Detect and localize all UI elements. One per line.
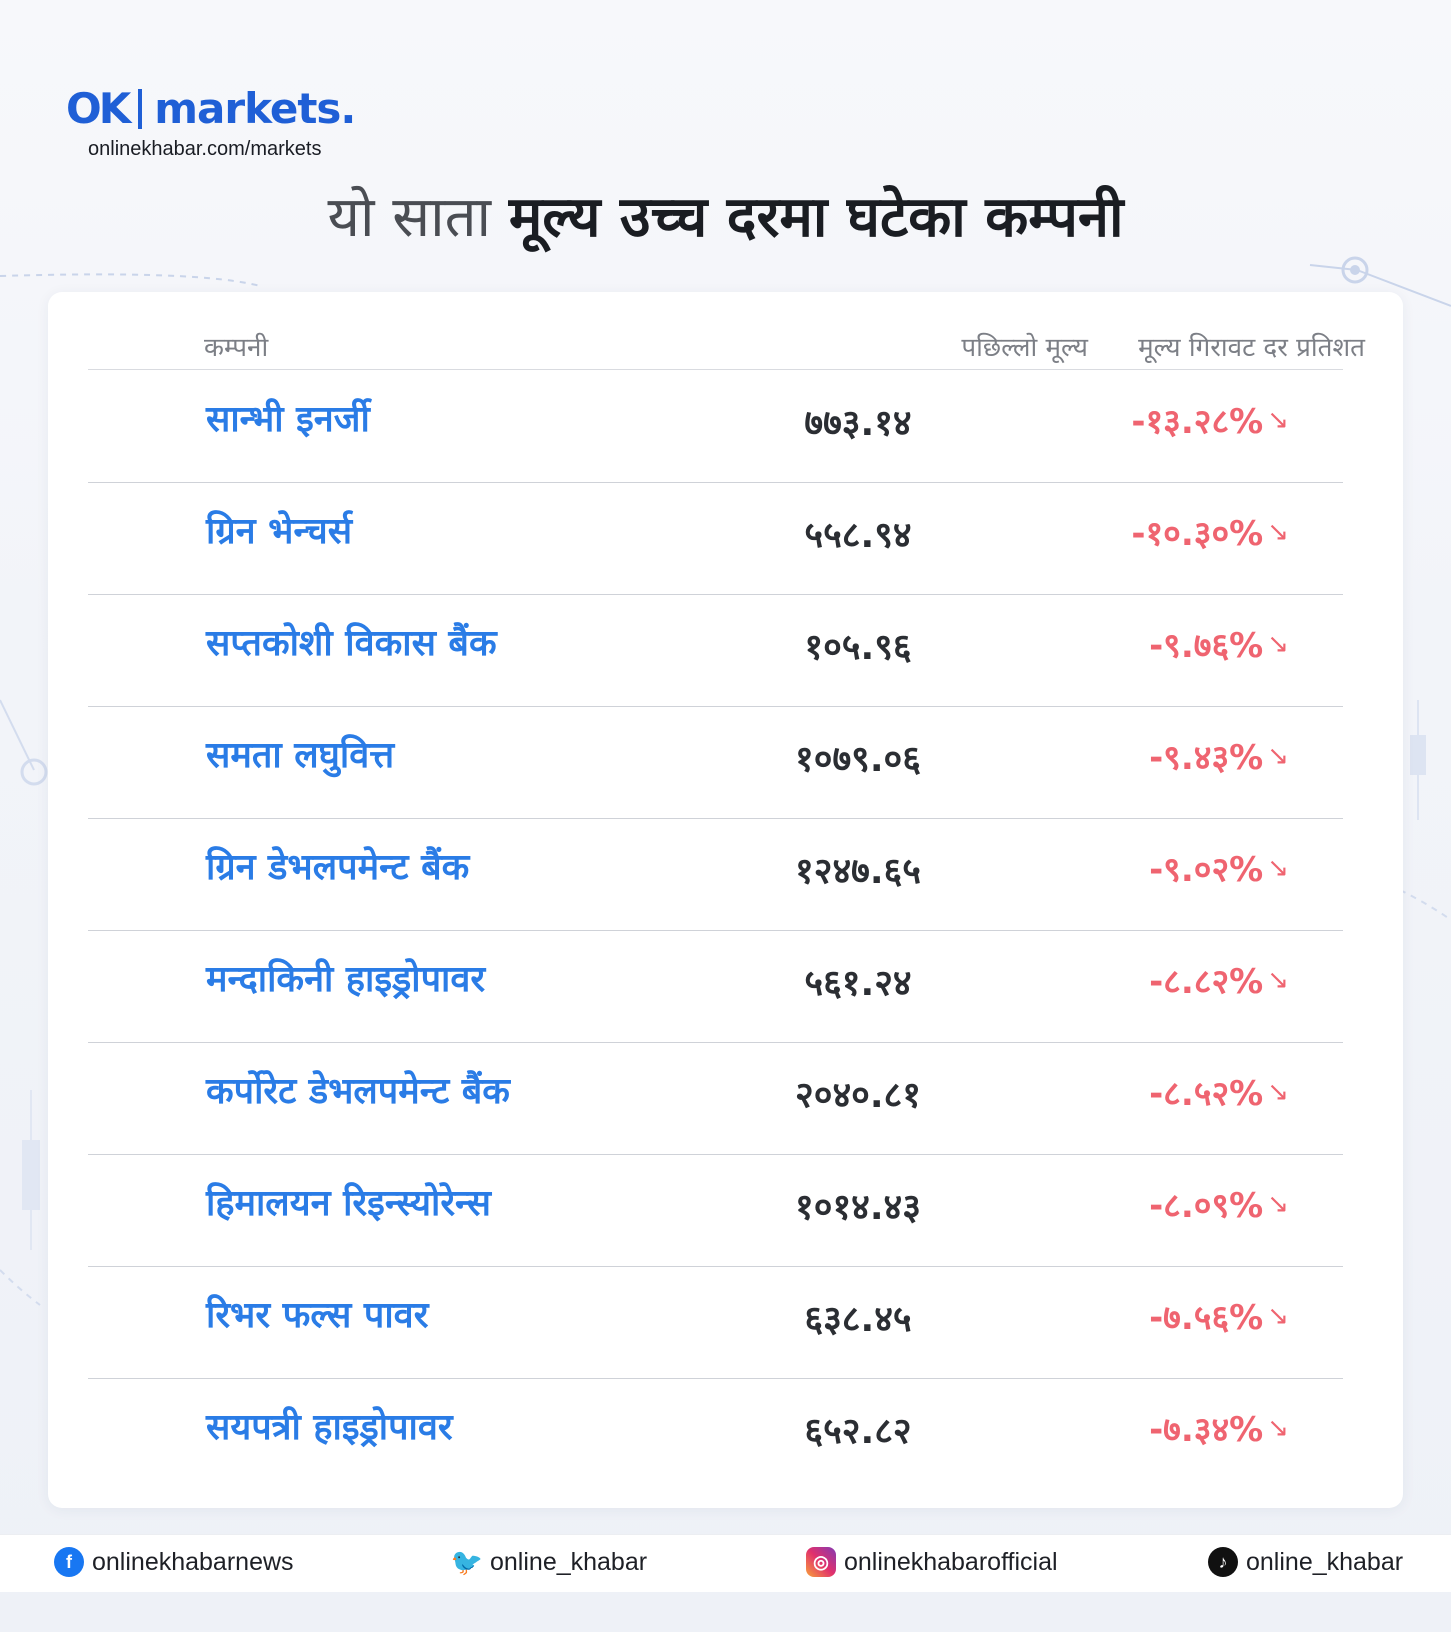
price-change-value: -८.५२% xyxy=(1149,1074,1264,1114)
last-price: १२४७.६५ xyxy=(795,851,921,892)
last-price: ६३८.४५ xyxy=(804,1299,912,1340)
table-row: हिमालयन रिइन्स्योरेन्स १०१४.४३ -८.०९% ↘ xyxy=(88,1155,1343,1267)
price-change-value: -९.७६% xyxy=(1149,626,1264,666)
ok-logo: OK xyxy=(66,84,131,133)
price-change-value: -१३.२८% xyxy=(1131,402,1264,442)
last-price: १०५.९६ xyxy=(804,627,912,668)
price-change-value: -७.३४% xyxy=(1149,1410,1264,1450)
last-price: ५६१.२४ xyxy=(804,963,912,1004)
brand-logo: OK markets. onlinekhabar.com/markets xyxy=(66,84,356,161)
price-change-value: -१०.३०% xyxy=(1131,514,1264,554)
last-price: २०४०.८१ xyxy=(795,1075,921,1116)
company-name: समता लघुवित्त xyxy=(206,735,395,776)
price-change-value: -९.०२% xyxy=(1149,850,1264,890)
price-change: -९.०२% ↘ xyxy=(1149,845,1289,891)
header-last-price: पछिल्लो मूल्य xyxy=(961,333,1088,363)
logo-divider xyxy=(138,89,143,129)
last-price: ६५२.८२ xyxy=(804,1411,912,1452)
company-name: सप्तकोशी विकास बैंक xyxy=(206,623,497,664)
table-row: रिभर फल्स पावर ६३८.४५ -७.५६% ↘ xyxy=(88,1267,1343,1379)
company-name: सयपत्री हाइड्रोपावर xyxy=(206,1407,453,1448)
facebook-icon: f xyxy=(54,1547,84,1577)
price-change: -८.८२% ↘ xyxy=(1149,957,1289,1003)
company-name: मन्दाकिनी हाइड्रोपावर xyxy=(206,959,486,1000)
price-change-value: -८.८२% xyxy=(1149,962,1264,1002)
last-price: १०१४.४३ xyxy=(795,1187,921,1228)
price-change: -१३.२८% ↘ xyxy=(1131,397,1289,443)
table-row: कर्पोरेट डेभलपमेन्ट बैंक २०४०.८१ -८.५२% ↘ xyxy=(88,1043,1343,1155)
table-header: कम्पनी पछिल्लो मूल्य मूल्य गिरावट दर प्र… xyxy=(88,322,1365,370)
ranking-table: कम्पनी पछिल्लो मूल्य मूल्य गिरावट दर प्र… xyxy=(48,292,1403,1508)
arrow-down-right-icon: ↘ xyxy=(1267,629,1289,659)
price-change: -१०.३०% ↘ xyxy=(1131,509,1289,555)
table-row: सान्भी इनर्जी ७७३.१४ -१३.२८% ↘ xyxy=(88,371,1343,483)
instagram-link[interactable]: ◎ onlinekhabarofficial xyxy=(806,1547,1058,1577)
price-change: -७.५६% ↘ xyxy=(1149,1293,1289,1339)
company-name: रिभर फल्स पावर xyxy=(206,1295,429,1336)
twitter-handle: online_khabar xyxy=(490,1547,648,1576)
table-row: ग्रिन डेभलपमेन्ट बैंक १२४७.६५ -९.०२% ↘ xyxy=(88,819,1343,931)
arrow-down-right-icon: ↘ xyxy=(1267,1301,1289,1331)
price-change-value: -७.५६% xyxy=(1149,1298,1264,1338)
price-change: -९.७६% ↘ xyxy=(1149,621,1289,667)
arrow-down-right-icon: ↘ xyxy=(1267,1189,1289,1219)
price-change: -८.५२% ↘ xyxy=(1149,1069,1289,1115)
table-row: समता लघुवित्त १०७९.०६ -९.४३% ↘ xyxy=(88,707,1343,819)
arrow-down-right-icon: ↘ xyxy=(1267,405,1289,435)
tiktok-handle: online_khabar xyxy=(1246,1547,1404,1576)
facebook-handle: onlinekhabarnews xyxy=(92,1547,294,1576)
markets-logo: markets. xyxy=(154,84,356,133)
facebook-link[interactable]: f onlinekhabarnews xyxy=(54,1547,294,1577)
social-footer: f onlinekhabarnews 🐦 online_khabar ◎ onl… xyxy=(0,1534,1451,1592)
header-company: कम्पनी xyxy=(204,333,269,363)
arrow-down-right-icon: ↘ xyxy=(1267,517,1289,547)
page-title-light: यो साता xyxy=(327,185,509,250)
tiktok-icon: ♪ xyxy=(1208,1547,1238,1577)
tiktok-link[interactable]: ♪ online_khabar xyxy=(1208,1547,1403,1577)
price-change-value: -९.४३% xyxy=(1149,738,1264,778)
table-row: सयपत्री हाइड्रोपावर ६५२.८२ -७.३४% ↘ xyxy=(88,1379,1343,1491)
arrow-down-right-icon: ↘ xyxy=(1267,1413,1289,1443)
last-price: १०७९.०६ xyxy=(795,739,921,780)
arrow-down-right-icon: ↘ xyxy=(1267,1077,1289,1107)
company-name: ग्रिन भेन्चर्स xyxy=(206,511,353,552)
arrow-down-right-icon: ↘ xyxy=(1267,853,1289,883)
last-price: ५५८.९४ xyxy=(804,515,912,556)
company-name: सान्भी इनर्जी xyxy=(206,399,370,440)
company-name: कर्पोरेट डेभलपमेन्ट बैंक xyxy=(206,1071,510,1112)
header-drop-percent: मूल्य गिरावट दर प्रतिशत xyxy=(1138,333,1365,363)
instagram-handle: onlinekhabarofficial xyxy=(844,1547,1058,1576)
arrow-down-right-icon: ↘ xyxy=(1267,741,1289,771)
price-change: -९.४३% ↘ xyxy=(1149,733,1289,779)
company-name: हिमालयन रिइन्स्योरेन्स xyxy=(206,1183,491,1224)
arrow-down-right-icon: ↘ xyxy=(1267,965,1289,995)
page-title-bold: मूल्य उच्च दरमा घटेका कम्पनी xyxy=(508,185,1124,250)
page-title: यो साता मूल्य उच्च दरमा घटेका कम्पनी xyxy=(0,180,1451,256)
company-name: ग्रिन डेभलपमेन्ट बैंक xyxy=(206,847,470,888)
table-row: ग्रिन भेन्चर्स ५५८.९४ -१०.३०% ↘ xyxy=(88,483,1343,595)
twitter-icon: 🐦 xyxy=(450,1546,484,1577)
price-change: -८.०९% ↘ xyxy=(1149,1181,1289,1227)
table-row: सप्तकोशी विकास बैंक १०५.९६ -९.७६% ↘ xyxy=(88,595,1343,707)
price-change: -७.३४% ↘ xyxy=(1149,1405,1289,1451)
instagram-icon: ◎ xyxy=(806,1547,836,1577)
table-row: मन्दाकिनी हाइड्रोपावर ५६१.२४ -८.८२% ↘ xyxy=(88,931,1343,1043)
last-price: ७७३.१४ xyxy=(804,403,912,444)
brand-url: onlinekhabar.com/markets xyxy=(88,138,322,160)
price-change-value: -८.०९% xyxy=(1149,1186,1264,1226)
twitter-link[interactable]: 🐦 online_khabar xyxy=(450,1546,648,1577)
